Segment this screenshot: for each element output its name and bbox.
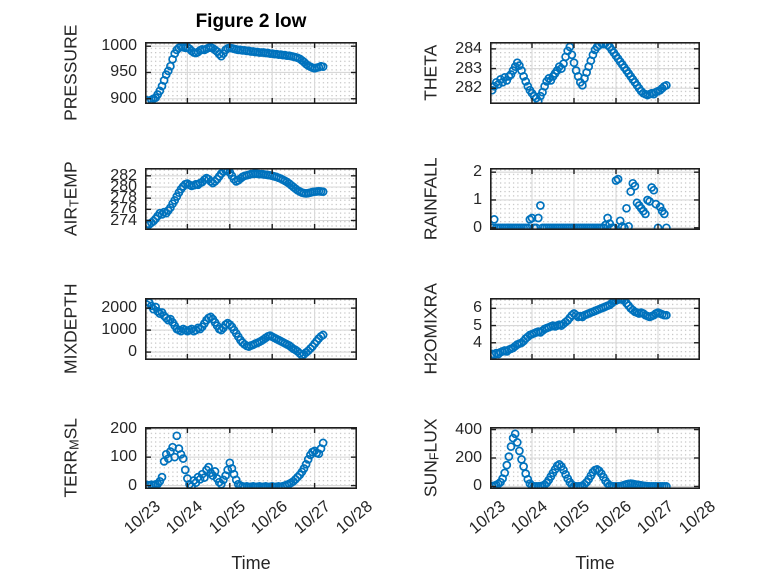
- y-axis-label-sun-flux: SUNFLUX: [420, 418, 442, 498]
- y-tick-label: 0: [473, 218, 482, 236]
- x-tick-label: 10/27: [290, 497, 334, 538]
- y-tick-label: 276: [110, 200, 137, 218]
- axis-tick-marks: [490, 169, 700, 229]
- y-tick-label: 200: [110, 419, 137, 437]
- x-axis-title-left: Time: [231, 553, 271, 573]
- y-tick-label: 278: [110, 189, 137, 207]
- plot-area-h2omixra: [490, 298, 700, 360]
- plot-area-terr-msl: [145, 427, 357, 489]
- scatter-markers: [145, 42, 328, 104]
- y-tick-label: 100: [110, 448, 137, 466]
- scatter-markers: [145, 298, 328, 360]
- x-tick-label: 10/24: [163, 497, 207, 538]
- y-tick-label: 2: [473, 163, 482, 181]
- y-tick-label: 900: [110, 89, 137, 107]
- x-tick-label: 10/28: [332, 497, 376, 538]
- x-tick-label: 10/23: [465, 497, 509, 538]
- x-tick-label: 10/27: [633, 497, 677, 538]
- y-axis-label-terr-msl: TERRMSL: [60, 417, 82, 498]
- axis-tick-marks: [490, 299, 700, 359]
- plot-area-rainfall: [490, 168, 700, 230]
- x-tick-label: 10/24: [507, 497, 551, 538]
- y-tick-label: 274: [110, 211, 137, 229]
- x-tick-label: 10/28: [675, 497, 719, 538]
- y-tick-label: 6: [473, 299, 482, 317]
- axis-tick-marks: [490, 43, 700, 103]
- y-tick-label: 0: [128, 343, 137, 361]
- y-tick-label: 5: [473, 316, 482, 334]
- plot-area-air-temp: [145, 168, 357, 230]
- scatter-markers: [145, 168, 328, 229]
- axis-tick-marks: [145, 169, 357, 229]
- y-tick-label: 200: [455, 449, 482, 466]
- y-axis-label-pressure: PRESSURE: [60, 24, 81, 121]
- y-tick-label: 950: [110, 63, 137, 81]
- y-axis-label-mixdepth: MIXDEPTH: [60, 283, 81, 374]
- axis-tick-marks: [145, 428, 357, 488]
- x-tick-label: 10/25: [549, 497, 593, 538]
- y-tick-label: 2000: [101, 299, 137, 317]
- x-tick-label: 10/25: [205, 497, 249, 538]
- y-tick-label: 284: [455, 39, 482, 57]
- y-tick-label: 283: [455, 59, 482, 77]
- x-tick-label: 10/23: [120, 497, 164, 538]
- y-axis-label-air-temp: AIRTEMP: [60, 161, 82, 237]
- x-tick-label: 10/26: [591, 497, 635, 538]
- y-axis-label-h2omixra: H2OMIXRA: [420, 283, 441, 375]
- y-tick-label: 1000: [101, 37, 137, 55]
- scatter-markers: [490, 298, 671, 360]
- y-tick-label: 0: [473, 477, 482, 495]
- x-axis-title-right: Time: [575, 553, 615, 573]
- y-axis-label-rainfall: RAINFALL: [420, 157, 441, 241]
- x-tick-label: 10/26: [247, 497, 292, 538]
- y-tick-label: 282: [110, 166, 137, 184]
- plot-area-sun-flux: [490, 427, 700, 489]
- y-tick-label: 1000: [101, 321, 137, 339]
- y-tick-label: 280: [110, 177, 137, 195]
- y-tick-label: 400: [455, 420, 482, 438]
- y-tick-label: 282: [455, 79, 482, 97]
- axis-tick-marks: [145, 43, 357, 103]
- plot-area-pressure: [145, 42, 357, 104]
- y-tick-label: 0: [128, 476, 137, 494]
- figure-title: Figure 2 low: [195, 11, 307, 32]
- plot-area-mixdepth: [145, 298, 357, 360]
- y-tick-label: 1: [473, 190, 482, 208]
- y-tick-label: 4: [473, 333, 482, 351]
- axis-tick-marks: [145, 299, 357, 359]
- y-axis-label-theta: THETA: [420, 44, 441, 101]
- axis-tick-marks: [490, 428, 700, 488]
- scatter-markers: [490, 174, 671, 230]
- plot-area-theta: [490, 42, 700, 104]
